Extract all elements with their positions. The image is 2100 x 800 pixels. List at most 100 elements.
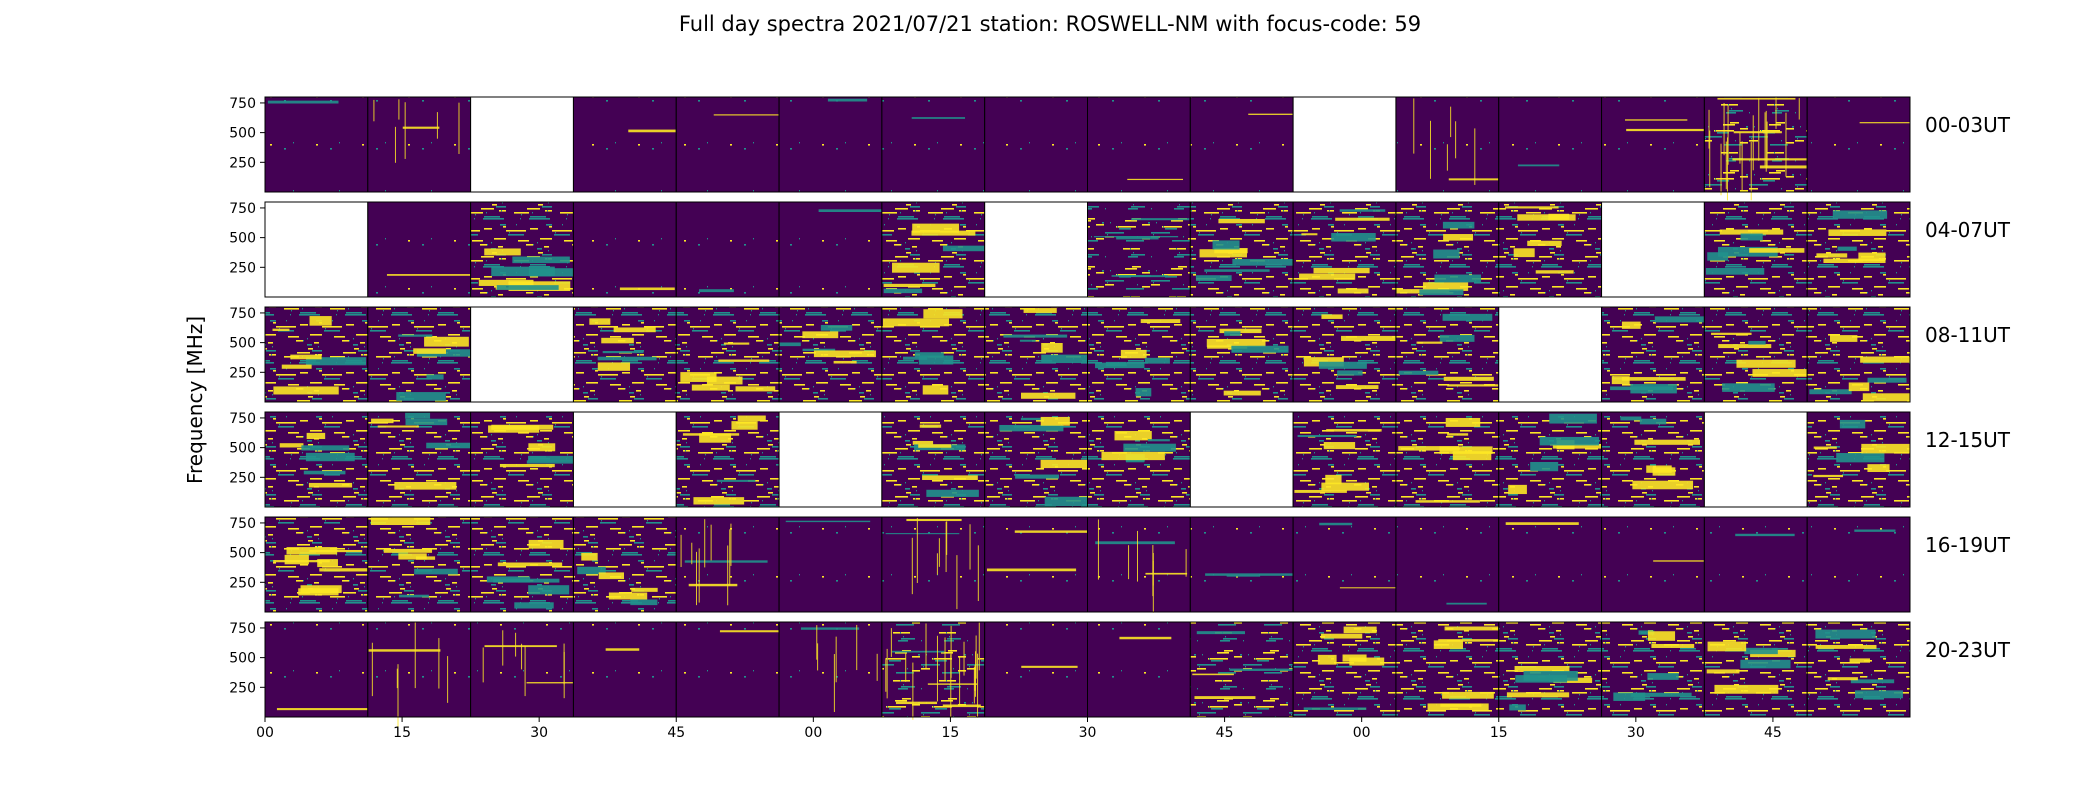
- spectral-band: [305, 452, 355, 462]
- spectral-band: [1111, 275, 1151, 277]
- burst-line: [944, 637, 946, 681]
- spectral-band: [1505, 522, 1579, 525]
- burst-line: [397, 664, 399, 728]
- spectral-band: [1335, 385, 1379, 390]
- spectral-band: [368, 649, 441, 652]
- spectral-band: [914, 352, 944, 358]
- spectrum-panel: [1807, 517, 1910, 612]
- spectral-band: [1733, 131, 1782, 134]
- spectral-band: [512, 256, 570, 264]
- spectral-band: [706, 376, 743, 385]
- y-tick-label: 500: [229, 546, 256, 562]
- spectral-band: [1199, 249, 1248, 258]
- spectral-band: [1319, 522, 1353, 526]
- spectral-band: [1320, 633, 1363, 639]
- burst-line: [1720, 143, 1722, 196]
- spectral-band: [589, 318, 611, 325]
- y-tick-label: 750: [229, 96, 256, 112]
- spectral-band: [1433, 249, 1460, 259]
- burst-line: [835, 636, 837, 683]
- spectral-band: [802, 331, 839, 339]
- spectrum-panel: [470, 622, 574, 717]
- burst-line: [1474, 128, 1476, 185]
- spectral-band: [601, 337, 634, 344]
- x-tick-label: 45: [667, 725, 685, 741]
- spectral-band: [999, 424, 1064, 432]
- spectral-band: [1207, 345, 1248, 349]
- spectral-band: [1722, 383, 1775, 392]
- row-label: 12-15UT: [1925, 428, 2011, 452]
- spectral-band: [1748, 340, 1766, 345]
- spectrum-panel: [1087, 97, 1191, 192]
- spectral-band: [1231, 345, 1289, 353]
- spectral-band: [1508, 484, 1527, 495]
- spectral-band: [1416, 341, 1443, 344]
- burst-line: [905, 652, 907, 682]
- spectral-band: [923, 309, 963, 319]
- spectral-band: [613, 327, 656, 333]
- burst-line: [1758, 97, 1760, 161]
- spectral-band: [723, 342, 750, 345]
- spectral-band: [1744, 647, 1778, 655]
- spectral-band: [1839, 419, 1866, 429]
- spectral-band: [698, 289, 734, 293]
- spectral-band: [942, 245, 985, 252]
- x-tick-label: 15: [1490, 725, 1508, 741]
- spectral-band: [1647, 631, 1676, 641]
- burst-line: [1709, 130, 1711, 188]
- burst-line: [680, 534, 682, 567]
- spectral-band: [1632, 480, 1694, 490]
- spectral-band: [484, 645, 557, 648]
- spectral-band: [370, 517, 431, 526]
- panel-border: [1806, 411, 1911, 508]
- spectral-band: [1326, 429, 1382, 432]
- spectral-band: [605, 648, 640, 651]
- burst-line: [404, 102, 406, 159]
- missing-panel: [779, 412, 882, 507]
- spectral-band: [1003, 334, 1068, 338]
- burst-line: [1097, 519, 1099, 580]
- spectral-band: [1331, 233, 1376, 242]
- spectral-band: [1442, 691, 1494, 699]
- missing-panel: [470, 97, 574, 192]
- spectral-band: [526, 460, 574, 464]
- spectrum-panel: [1601, 412, 1705, 507]
- row-label: 08-11UT: [1925, 323, 2011, 347]
- spectral-band: [1862, 393, 1910, 402]
- spectral-band: [371, 418, 394, 424]
- spectral-band: [1717, 97, 1796, 100]
- spectrum-panel: [984, 307, 1088, 402]
- spectral-band: [779, 342, 801, 347]
- spectral-band: [286, 547, 338, 555]
- spectral-band: [598, 572, 624, 580]
- spectral-band: [1448, 178, 1499, 181]
- spectral-band: [1444, 626, 1499, 631]
- spectral-band: [1120, 349, 1147, 359]
- spectral-band: [895, 701, 938, 705]
- spectral-band: [1850, 679, 1895, 684]
- spectral-band: [1223, 390, 1261, 396]
- spectrum-panel: [1190, 307, 1294, 402]
- spectral-band: [918, 355, 954, 365]
- spectral-band: [1339, 587, 1396, 589]
- burst-line: [1764, 112, 1766, 167]
- x-tick-label: 15: [942, 725, 960, 741]
- spectral-band: [577, 566, 606, 575]
- spectral-band: [1205, 573, 1294, 576]
- spectral-band: [1620, 416, 1642, 421]
- spectral-band: [1523, 671, 1578, 681]
- burst-line: [1413, 98, 1415, 154]
- spectral-band: [820, 324, 853, 331]
- spectral-band: [1443, 376, 1494, 381]
- x-tick-label: 00: [804, 725, 822, 741]
- spectral-band: [1849, 658, 1870, 663]
- burst-line: [833, 654, 835, 712]
- spectral-band: [1506, 692, 1570, 698]
- spectrum-panel: [984, 97, 1088, 192]
- missing-panel: [1190, 412, 1294, 507]
- spectral-band: [891, 650, 945, 653]
- spectral-band: [1123, 443, 1176, 452]
- burst-line: [394, 126, 396, 163]
- spectral-band: [1517, 214, 1576, 221]
- row-label: 04-07UT: [1925, 218, 2011, 242]
